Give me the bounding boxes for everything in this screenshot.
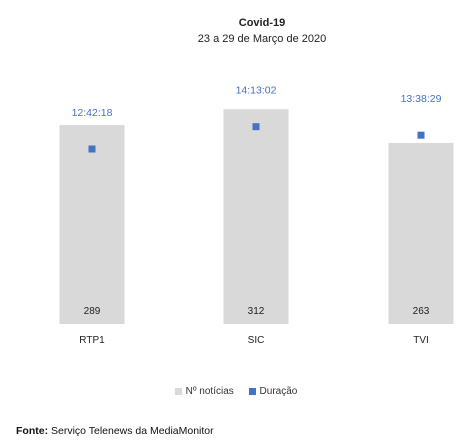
category-label-sic: SIC bbox=[248, 335, 265, 346]
legend-item-noticias: Nº notícias bbox=[174, 386, 234, 397]
source-label: Fonte: bbox=[16, 425, 49, 437]
bar-sic bbox=[223, 109, 289, 324]
legend-swatch-duracao bbox=[248, 388, 256, 395]
duration-point-rtp1 bbox=[88, 145, 96, 153]
bar-tvi bbox=[388, 142, 454, 324]
legend-item-duracao: Duração bbox=[248, 386, 298, 397]
bar-value-label-rtp1: 289 bbox=[84, 306, 101, 317]
legend-label-noticias: Nº notícias bbox=[185, 386, 234, 397]
bar-value-label-tvi: 263 bbox=[413, 306, 430, 317]
duration-point-sic bbox=[252, 123, 260, 131]
legend-swatch-noticias bbox=[174, 388, 182, 395]
plot-area: 289 RTP1 12:42:18 312 SIC 14:13:02 263 TVI 13:38… bbox=[59, 85, 454, 346]
bar-rtp1 bbox=[59, 125, 125, 324]
chart: Covid-19 23 a 29 de Março de 2020 289 RTP… bbox=[59, 17, 454, 346]
duration-point-tvi bbox=[417, 131, 425, 139]
category-label-tvi: TVI bbox=[413, 335, 429, 346]
source-note: Fonte: Serviço Telenews da MediaMonitor bbox=[16, 425, 214, 437]
duration-label-tvi: 13:38:29 bbox=[401, 93, 442, 105]
chart-title: Covid-19 bbox=[239, 17, 285, 29]
legend-label-duracao: Duração bbox=[259, 386, 298, 397]
duration-label-sic: 14:13:02 bbox=[236, 85, 277, 97]
legend: Nº notícias Duração bbox=[0, 386, 472, 398]
category-label-rtp1: RTP1 bbox=[79, 335, 105, 346]
chart-subtitle: 23 a 29 de Março de 2020 bbox=[198, 33, 326, 45]
bar-value-label-sic: 312 bbox=[248, 306, 265, 317]
source-text: Serviço Telenews da MediaMonitor bbox=[48, 425, 214, 437]
duration-label-rtp1: 12:42:18 bbox=[72, 107, 113, 119]
